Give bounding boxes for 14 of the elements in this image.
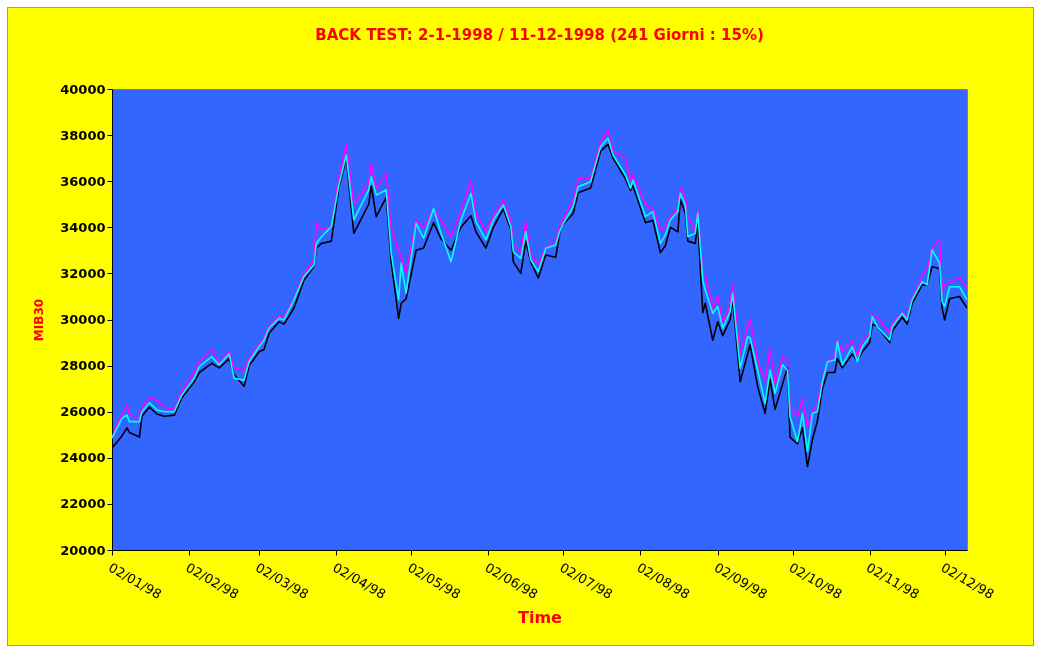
y-tick-label: 34000	[60, 219, 106, 235]
y-tick-label: 22000	[60, 496, 106, 512]
y-tick-label: 26000	[60, 404, 106, 420]
y-tick-label: 30000	[60, 312, 106, 327]
y-tick-label: 36000	[60, 173, 106, 189]
chart-title: BACK TEST: 2-1-1998 / 11-12-1998 (241 Giorni : 15%)	[315, 26, 764, 44]
y-tick-label: 20000	[60, 542, 106, 558]
y-axis-title: MIB30	[32, 298, 47, 342]
y-tick-label: 28000	[60, 358, 106, 374]
y-tick-label: 40000	[60, 81, 106, 97]
y-tick-label: 38000	[60, 127, 106, 143]
y-tick-label: 24000	[60, 450, 106, 466]
x-axis-title: Time	[518, 607, 563, 627]
y-tick-label: 32000	[60, 265, 106, 281]
